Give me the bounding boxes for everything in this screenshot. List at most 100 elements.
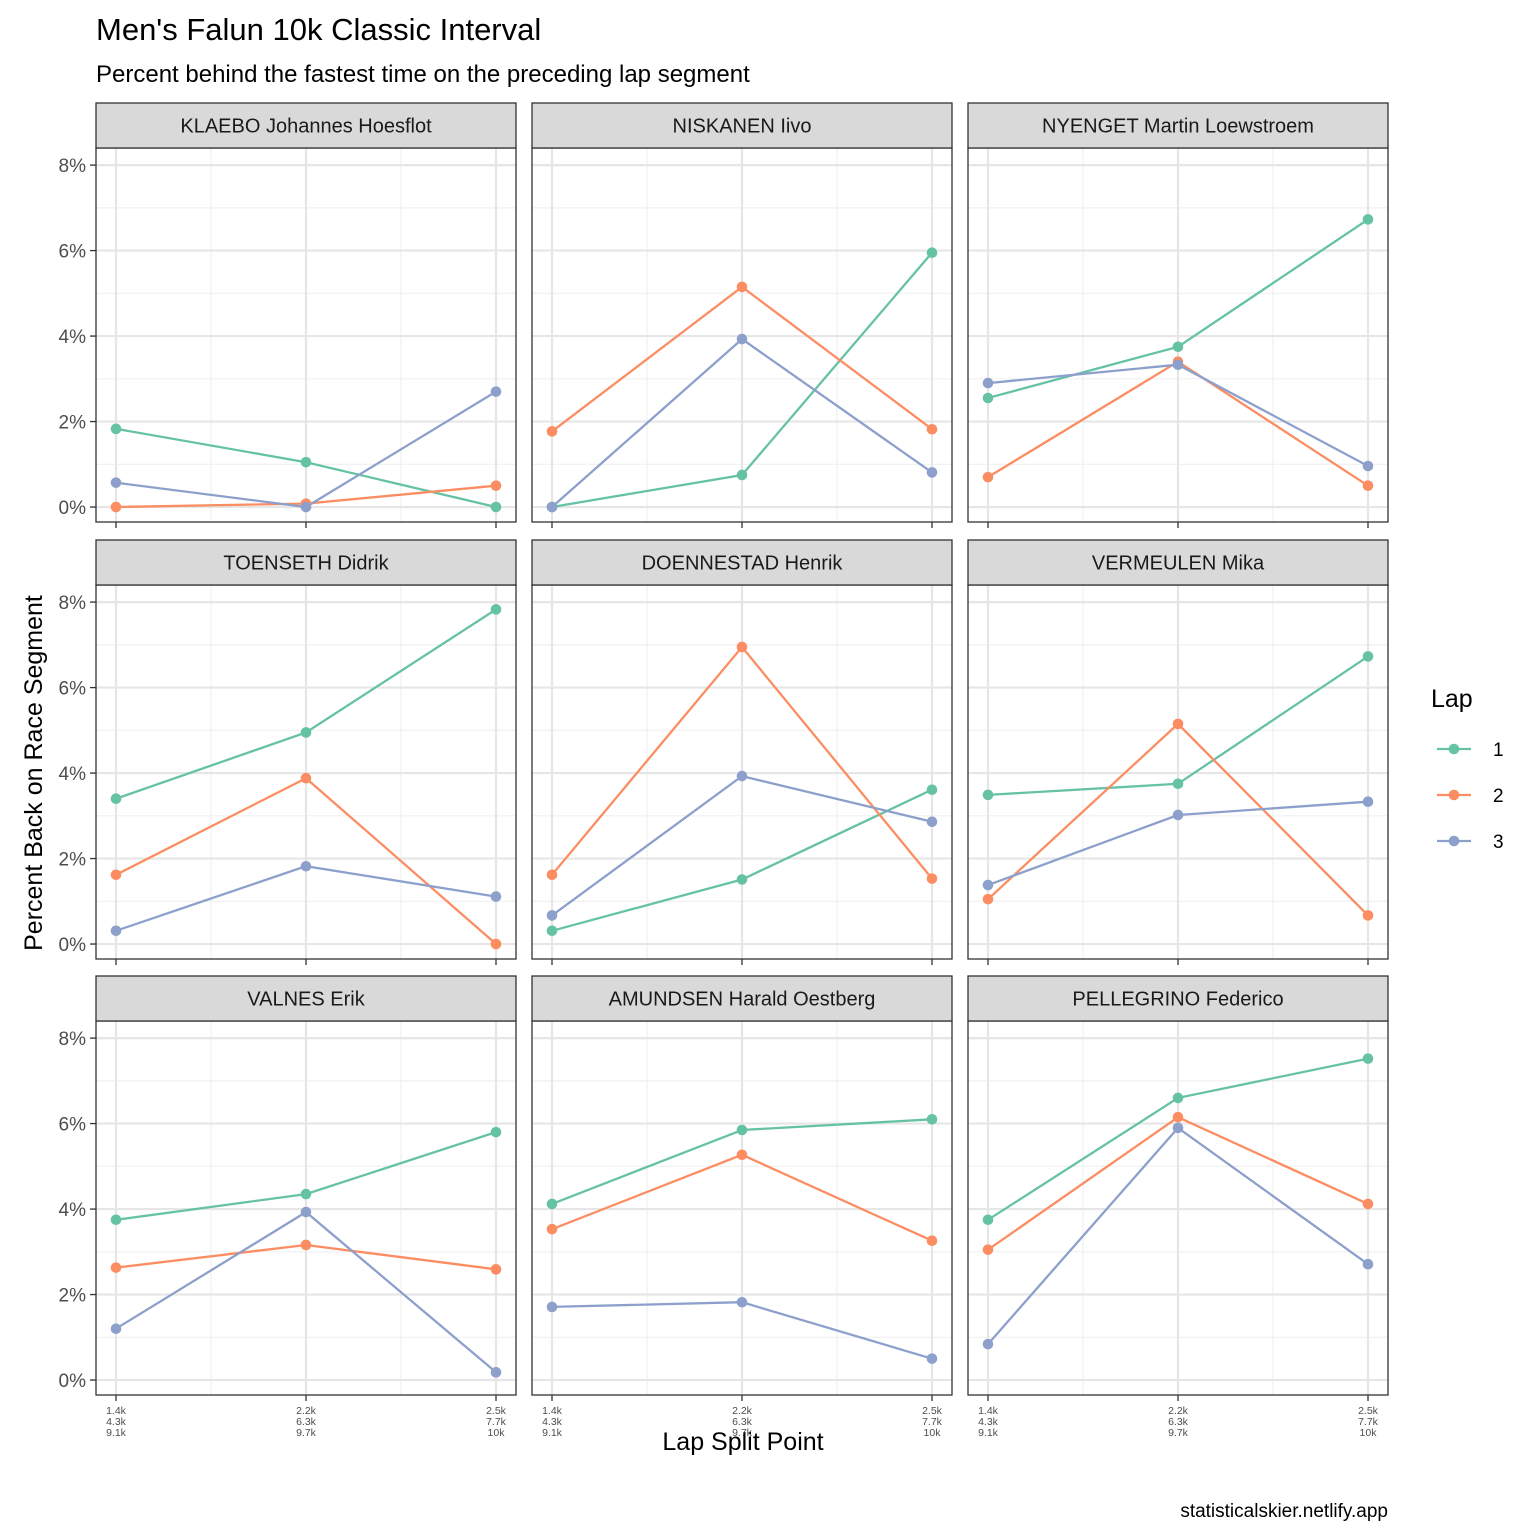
data-point-lap-3 xyxy=(1172,359,1184,371)
data-point-lap-1 xyxy=(490,501,502,513)
y-tick-label: 4% xyxy=(59,327,87,348)
data-point-lap-2 xyxy=(300,1239,312,1251)
data-point-lap-3 xyxy=(926,467,938,478)
x-tick-label: 2.2k xyxy=(296,1405,317,1417)
x-tick-label: 9.1k xyxy=(542,1427,563,1439)
x-axis xyxy=(115,959,497,965)
legend-key-point xyxy=(1448,789,1460,801)
data-point-lap-2 xyxy=(490,480,502,491)
legend-label: 1 xyxy=(1493,740,1504,761)
x-tick-label: 2.5k xyxy=(922,1405,943,1417)
facet-panel: NYENGET Martin Loewstroem xyxy=(967,102,1389,523)
facet-strip-label: VERMEULEN Mika xyxy=(1092,553,1265,575)
data-point-lap-3 xyxy=(300,501,312,513)
data-point-lap-3 xyxy=(300,860,312,872)
x-tick-label: 2.5k xyxy=(1358,1405,1379,1417)
data-point-lap-2 xyxy=(1362,910,1374,921)
data-point-lap-2 xyxy=(546,1223,558,1235)
data-point-lap-3 xyxy=(982,879,994,891)
y-tick-label: 2% xyxy=(59,413,87,434)
facet-strip-label: NISKANEN Iivo xyxy=(673,116,812,138)
data-point-lap-3 xyxy=(1172,809,1184,821)
data-point-lap-1 xyxy=(490,1126,502,1138)
data-point-lap-2 xyxy=(736,641,748,653)
facet-panel: AMUNDSEN Harald Oestberg xyxy=(531,975,953,1396)
data-point-lap-3 xyxy=(546,910,558,921)
y-axes: 0% 2% 4% 6% 8% 0% 2% 4% 6% 8% 0% 2% 4% 6% 8% xyxy=(59,156,96,1392)
facet-strip xyxy=(531,975,953,1022)
data-point-lap-3 xyxy=(1172,1122,1184,1134)
y-tick-label: 6% xyxy=(59,242,87,263)
y-tick-label: 4% xyxy=(59,1200,87,1221)
facet-strip xyxy=(531,539,953,586)
data-point-lap-1 xyxy=(110,793,122,805)
data-point-lap-3 xyxy=(926,1353,938,1364)
x-tick-label: 9.7k xyxy=(1168,1427,1189,1439)
data-point-lap-2 xyxy=(110,501,122,513)
x-tick-label: 2.2k xyxy=(1168,1405,1189,1417)
data-point-lap-2 xyxy=(490,938,502,950)
data-point-lap-2 xyxy=(926,873,938,884)
data-point-lap-1 xyxy=(1362,651,1374,662)
data-point-lap-1 xyxy=(490,604,502,615)
data-point-lap-3 xyxy=(736,1296,748,1308)
data-point-lap-1 xyxy=(1362,214,1374,225)
y-tick-label: 4% xyxy=(59,764,87,785)
facet-panel: VERMEULEN Mika xyxy=(967,539,1389,960)
y-tick-label: 6% xyxy=(59,679,87,700)
data-point-lap-3 xyxy=(982,1338,994,1350)
x-tick-label: 9.7k xyxy=(296,1427,317,1439)
data-point-lap-2 xyxy=(546,869,558,881)
data-point-lap-3 xyxy=(1362,796,1374,808)
data-point-lap-2 xyxy=(982,471,994,483)
chart-title: Men's Falun 10k Classic Interval xyxy=(96,12,541,47)
x-tick-label: 7.7k xyxy=(922,1416,943,1428)
data-point-lap-2 xyxy=(982,1244,994,1255)
data-point-lap-1 xyxy=(736,469,748,481)
x-axis xyxy=(987,959,1369,965)
data-point-lap-1 xyxy=(546,925,558,937)
legend: Lap 1 2 3 xyxy=(1431,685,1504,853)
data-point-lap-3 xyxy=(110,477,122,488)
y-tick-label: 2% xyxy=(59,1286,87,1307)
data-point-lap-3 xyxy=(546,1301,558,1313)
facet-strip-label: AMUNDSEN Harald Oestberg xyxy=(609,989,876,1011)
data-point-lap-1 xyxy=(300,727,312,738)
data-point-lap-1 xyxy=(110,1214,122,1226)
legend-item-lap-1: 1 xyxy=(1437,740,1504,761)
data-point-lap-2 xyxy=(300,772,312,784)
facet-strip xyxy=(95,975,517,1022)
facet-strip xyxy=(967,539,1389,586)
data-point-lap-2 xyxy=(1172,718,1184,730)
data-point-lap-3 xyxy=(736,333,748,345)
data-point-lap-3 xyxy=(490,386,502,397)
x-axis xyxy=(551,522,933,528)
x-tick-label: 2.5k xyxy=(486,1405,507,1417)
y-tick-label: 8% xyxy=(59,156,87,177)
x-tick-label: 1.4k xyxy=(106,1405,127,1417)
x-tick-label: 7.7k xyxy=(486,1416,507,1428)
x-tick-label: 6.3k xyxy=(296,1416,317,1428)
x-axis-label: Lap Split Point xyxy=(662,1428,823,1456)
y-tick-label: 8% xyxy=(59,1029,87,1050)
x-tick-label: 10k xyxy=(924,1427,942,1439)
x-tick-label: 4.3k xyxy=(542,1416,563,1428)
x-tick-label: 2.2k xyxy=(732,1405,753,1417)
data-point-lap-3 xyxy=(926,816,938,828)
legend-item-lap-2: 2 xyxy=(1437,786,1504,807)
x-tick-label: 9.1k xyxy=(106,1427,127,1439)
data-point-lap-2 xyxy=(926,423,938,435)
facet-strip xyxy=(967,975,1389,1022)
legend-title: Lap xyxy=(1431,685,1473,713)
facet-panel: NISKANEN Iivo xyxy=(531,102,953,523)
data-point-lap-3 xyxy=(1362,1258,1374,1270)
data-point-lap-3 xyxy=(110,925,122,937)
legend-key-point xyxy=(1448,743,1460,755)
data-point-lap-3 xyxy=(490,891,502,902)
data-point-lap-1 xyxy=(736,874,748,885)
legend-item-lap-3: 3 xyxy=(1437,832,1504,853)
legend-label: 3 xyxy=(1493,832,1504,853)
x-tick-label: 6.3k xyxy=(732,1416,753,1428)
